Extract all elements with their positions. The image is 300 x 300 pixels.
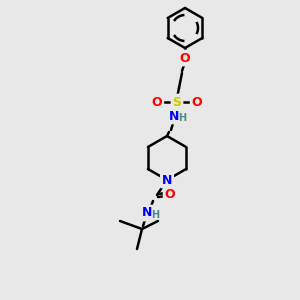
- Text: H: H: [178, 113, 186, 123]
- Text: N: N: [162, 173, 172, 187]
- Text: H: H: [151, 210, 159, 220]
- Text: O: O: [165, 188, 175, 202]
- Text: O: O: [192, 95, 202, 109]
- Text: N: N: [142, 206, 152, 220]
- Text: O: O: [180, 52, 190, 64]
- Text: N: N: [169, 110, 179, 122]
- Text: O: O: [152, 95, 162, 109]
- Text: S: S: [172, 95, 182, 109]
